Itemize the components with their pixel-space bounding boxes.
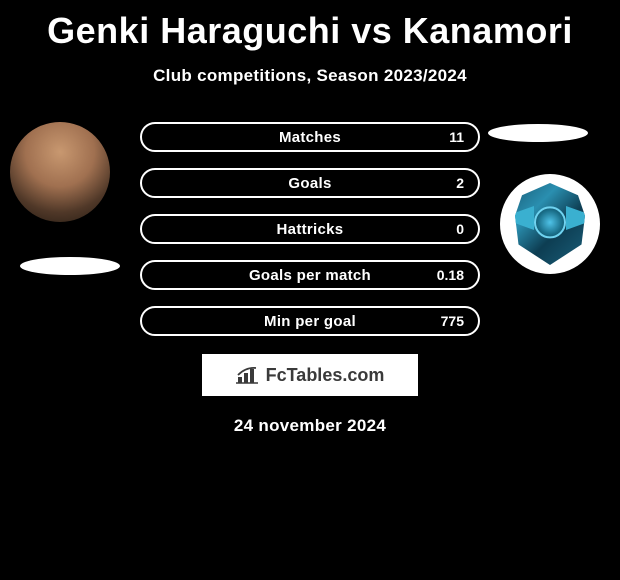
stat-value: 0.18	[437, 267, 464, 283]
stats-table: Matches 11 Goals 2 Hattricks 0 Goals per…	[140, 122, 480, 336]
bar-chart-icon	[236, 365, 260, 385]
table-row: Goals 2	[140, 168, 480, 198]
date-label: 24 november 2024	[0, 416, 620, 436]
player-left-marker	[20, 257, 120, 275]
stat-label: Min per goal	[142, 313, 478, 330]
comparison-content: Matches 11 Goals 2 Hattricks 0 Goals per…	[0, 122, 620, 436]
table-row: Matches 11	[140, 122, 480, 152]
stat-label: Matches	[142, 129, 478, 146]
stat-value: 2	[456, 175, 464, 191]
table-row: Hattricks 0	[140, 214, 480, 244]
stat-label: Goals	[142, 175, 478, 192]
stat-label: Goals per match	[142, 267, 478, 284]
table-row: Min per goal 775	[140, 306, 480, 336]
brand-logo: FcTables.com	[202, 354, 418, 396]
brand-text: FcTables.com	[266, 365, 385, 386]
season-subtitle: Club competitions, Season 2023/2024	[0, 66, 620, 86]
table-row: Goals per match 0.18	[140, 260, 480, 290]
comparison-title: Genki Haraguchi vs Kanamori	[0, 0, 620, 52]
player-left-avatar	[10, 122, 110, 222]
stat-value: 775	[441, 313, 464, 329]
player-right-marker	[488, 124, 588, 142]
stat-label: Hattricks	[142, 221, 478, 238]
stat-value: 11	[449, 129, 464, 145]
stat-value: 0	[456, 221, 464, 237]
player-right-crest	[500, 174, 600, 274]
